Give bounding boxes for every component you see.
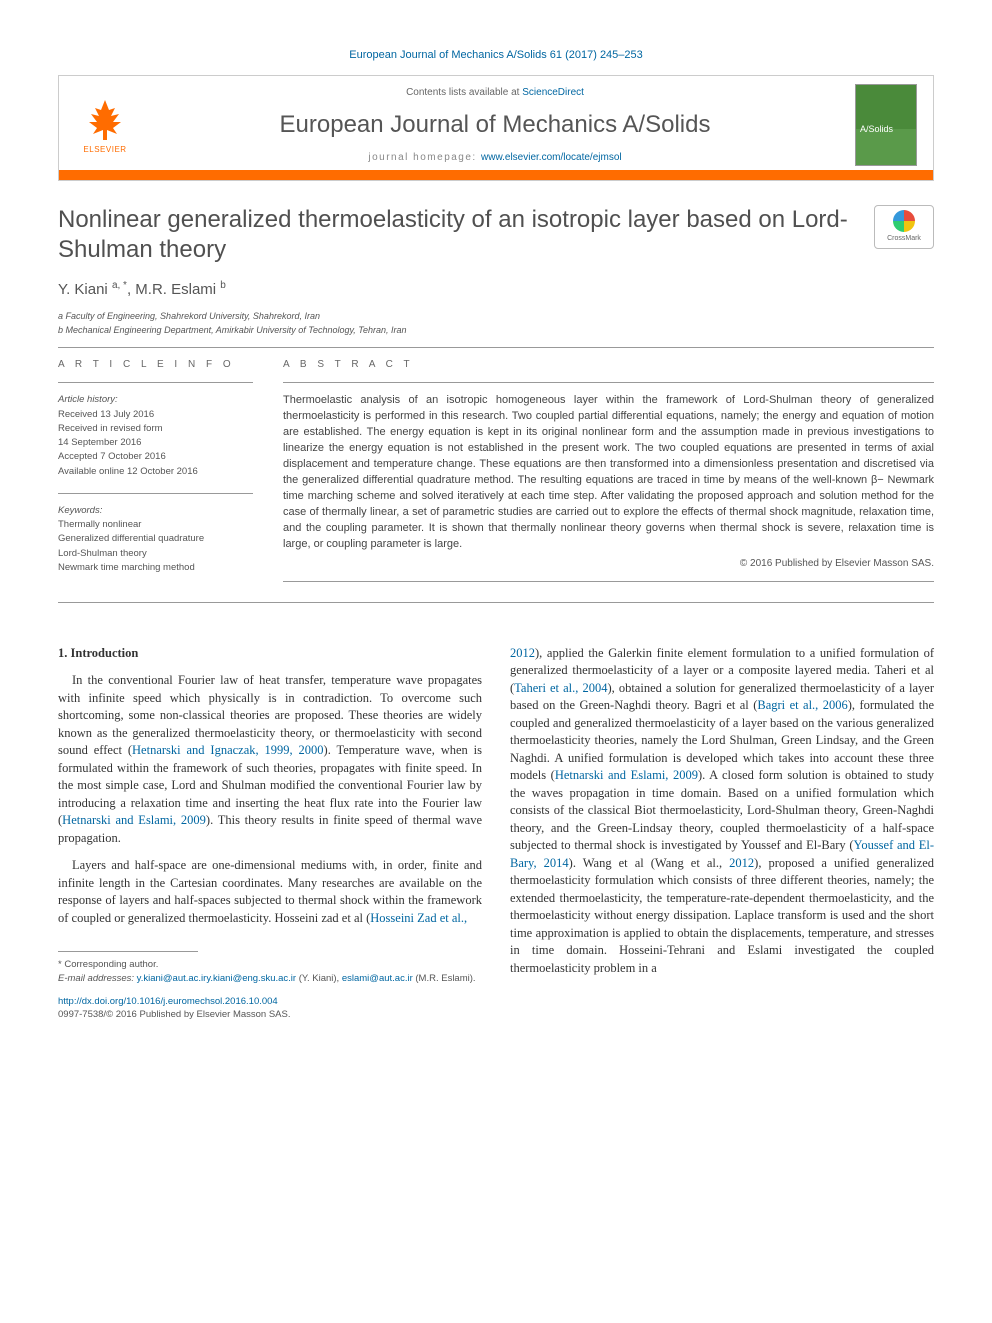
body-column-right: 2012), applied the Galerkin finite eleme…: [510, 645, 934, 1022]
divider: [58, 347, 934, 348]
footnote-separator: [58, 951, 198, 952]
doi-block: http://dx.doi.org/10.1016/j.euromechsol.…: [58, 995, 482, 1022]
contents-prefix: Contents lists available at: [406, 87, 522, 98]
email-line: E-mail addresses: y.kiani@aut.ac.iry.kia…: [58, 972, 482, 985]
elsevier-logo-text: ELSEVIER: [83, 144, 126, 155]
divider: [58, 493, 253, 494]
keyword-item: Generalized differential quadrature: [58, 532, 253, 546]
crossmark-label: CrossMark: [887, 234, 921, 244]
history-item: Received 13 July 2016: [58, 408, 253, 422]
body-column-left: 1. Introduction In the conventional Four…: [58, 645, 482, 1022]
body-paragraph: In the conventional Fourier law of heat …: [58, 672, 482, 847]
crossmark-icon: [893, 210, 915, 232]
divider: [58, 382, 253, 383]
body-paragraph: 2012), applied the Galerkin finite eleme…: [510, 645, 934, 978]
affiliations: a Faculty of Engineering, Shahrekord Uni…: [58, 310, 934, 337]
abstract-copyright: © 2016 Published by Elsevier Masson SAS.: [283, 557, 934, 571]
citation-line: European Journal of Mechanics A/Solids 6…: [58, 48, 934, 63]
article-info-heading: A R T I C L E I N F O: [58, 358, 253, 372]
body-paragraph: Layers and half-space are one-dimensiona…: [58, 857, 482, 927]
issn-line: 0997-7538/© 2016 Published by Elsevier M…: [58, 1009, 291, 1020]
abstract-column: A B S T R A C T Thermoelastic analysis o…: [283, 358, 934, 591]
keywords-block: Keywords: Thermally nonlinear Generalize…: [58, 504, 253, 575]
sciencedirect-link[interactable]: ScienceDirect: [522, 87, 584, 98]
abstract-text: Thermoelastic analysis of an isotropic h…: [283, 393, 934, 552]
history-item: Available online 12 October 2016: [58, 465, 253, 479]
keyword-item: Lord-Shulman theory: [58, 547, 253, 561]
history-item: 14 September 2016: [58, 436, 253, 450]
elsevier-logo: ELSEVIER: [75, 90, 135, 160]
history-item: Accepted 7 October 2016: [58, 450, 253, 464]
crossmark-badge[interactable]: CrossMark: [874, 205, 934, 249]
divider: [283, 581, 934, 582]
corresponding-author-note: * Corresponding author. E-mail addresses…: [58, 958, 482, 985]
affiliation-a: a Faculty of Engineering, Shahrekord Uni…: [58, 310, 934, 324]
keywords-label: Keywords:: [58, 504, 253, 518]
history-label: Article history:: [58, 393, 253, 407]
homepage-link[interactable]: www.elsevier.com/locate/ejmsol: [481, 152, 622, 163]
journal-cover-thumbnail: A/Solids: [855, 84, 917, 166]
article-title: Nonlinear generalized thermoelasticity o…: [58, 205, 854, 265]
affiliation-b: b Mechanical Engineering Department, Ami…: [58, 324, 934, 338]
keyword-item: Newmark time marching method: [58, 561, 253, 575]
history-item: Received in revised form: [58, 422, 253, 436]
contents-available-line: Contents lists available at ScienceDirec…: [135, 86, 855, 100]
header-accent-bar: [59, 170, 933, 180]
elsevier-tree-icon: [81, 96, 129, 144]
keyword-item: Thermally nonlinear: [58, 518, 253, 532]
abstract-heading: A B S T R A C T: [283, 358, 934, 372]
journal-header-box: ELSEVIER Contents lists available at Sci…: [58, 75, 934, 181]
corresponding-label: * Corresponding author.: [58, 958, 482, 971]
body-two-column: 1. Introduction In the conventional Four…: [58, 645, 934, 1022]
journal-homepage-line: journal homepage: www.elsevier.com/locat…: [135, 151, 855, 165]
divider: [58, 602, 934, 603]
journal-name-header: European Journal of Mechanics A/Solids: [135, 108, 855, 142]
doi-link[interactable]: http://dx.doi.org/10.1016/j.euromechsol.…: [58, 996, 278, 1007]
section-heading-intro: 1. Introduction: [58, 645, 482, 663]
authors-line: Y. Kiani a, *, M.R. Eslami b: [58, 279, 934, 300]
article-info-column: A R T I C L E I N F O Article history: R…: [58, 358, 253, 591]
article-history-block: Article history: Received 13 July 2016 R…: [58, 393, 253, 479]
cover-thumb-text: A/Solids: [860, 123, 893, 136]
homepage-prefix: journal homepage:: [368, 152, 481, 163]
divider: [283, 382, 934, 383]
